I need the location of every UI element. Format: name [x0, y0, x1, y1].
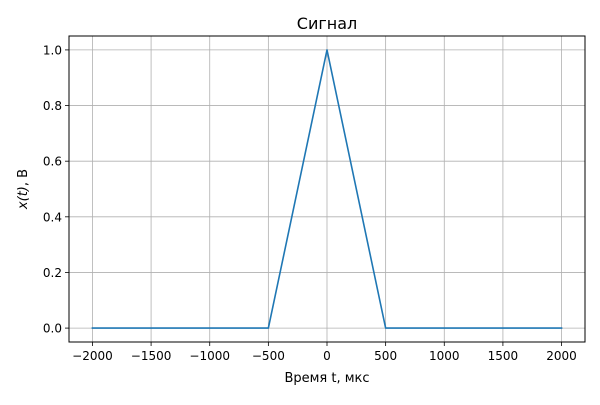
- x-tick-label: 500: [374, 349, 397, 363]
- y-axis-label: x(t), В: [16, 169, 31, 210]
- y-tick-label: 1.0: [43, 43, 62, 57]
- grid: [69, 36, 585, 342]
- y-tick-label: 0.4: [43, 210, 62, 224]
- y-axis-label-unit: , В: [16, 169, 31, 186]
- y-tick-label: 0.0: [43, 322, 62, 336]
- y-axis: 0.0 0.2 0.4 0.6 0.8 1.0: [43, 43, 69, 336]
- x-tick-label: 1000: [429, 349, 460, 363]
- chart-title: Сигнал: [297, 14, 357, 33]
- x-tick-label: −1500: [131, 349, 172, 363]
- x-tick-label: −2000: [72, 349, 113, 363]
- x-tick-label: 1500: [488, 349, 519, 363]
- x-axis-label: Время t, мкс: [284, 371, 369, 386]
- x-tick-label: 2000: [546, 349, 577, 363]
- y-axis-label-math: x(t): [16, 186, 31, 210]
- x-axis: −2000 −1500 −1000 −500 0 500 1000 1500 2000: [72, 342, 577, 363]
- x-tick-label: −1000: [189, 349, 230, 363]
- x-tick-label: −500: [252, 349, 285, 363]
- y-tick-label: 0.2: [43, 266, 62, 280]
- y-tick-label: 0.8: [43, 99, 62, 113]
- series-layer: [91, 49, 563, 329]
- y-tick-label: 0.6: [43, 155, 62, 169]
- series-line: [91, 49, 563, 329]
- x-tick-label: 0: [323, 349, 331, 363]
